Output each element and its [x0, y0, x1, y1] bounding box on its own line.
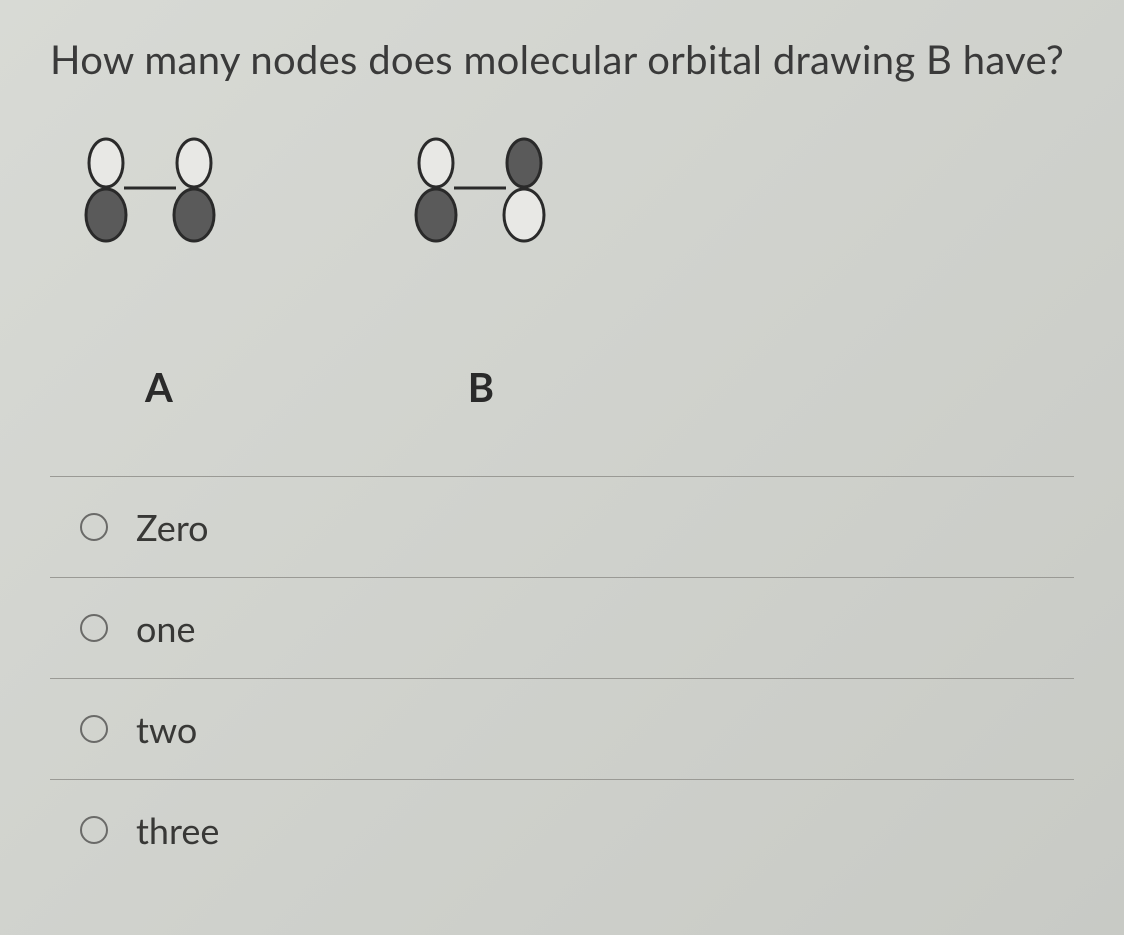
radio-icon	[80, 614, 108, 642]
option-one[interactable]: one	[50, 577, 1074, 678]
radio-icon	[80, 715, 108, 743]
orbital-a-svg	[70, 133, 230, 243]
option-three[interactable]: three	[50, 779, 1074, 880]
orbital-b-svg	[400, 133, 560, 243]
orbital-diagrams-row	[70, 133, 1074, 243]
option-zero[interactable]: Zero	[50, 476, 1074, 577]
orbital-diagram-b	[400, 133, 560, 243]
radio-icon	[80, 816, 108, 844]
question-text: How many nodes does molecular orbital dr…	[50, 35, 1074, 83]
orbital-diagram-a	[70, 133, 230, 243]
orbital-labels-row: A B	[145, 363, 1074, 411]
orbital-label-a: A	[145, 363, 173, 411]
radio-icon	[80, 513, 108, 541]
option-label: one	[136, 606, 196, 650]
option-label: two	[136, 707, 197, 751]
option-label: Zero	[136, 505, 209, 549]
option-label: three	[136, 808, 219, 852]
options-group: Zero one two three	[50, 476, 1074, 880]
option-two[interactable]: two	[50, 678, 1074, 779]
orbital-label-b: B	[468, 363, 494, 411]
